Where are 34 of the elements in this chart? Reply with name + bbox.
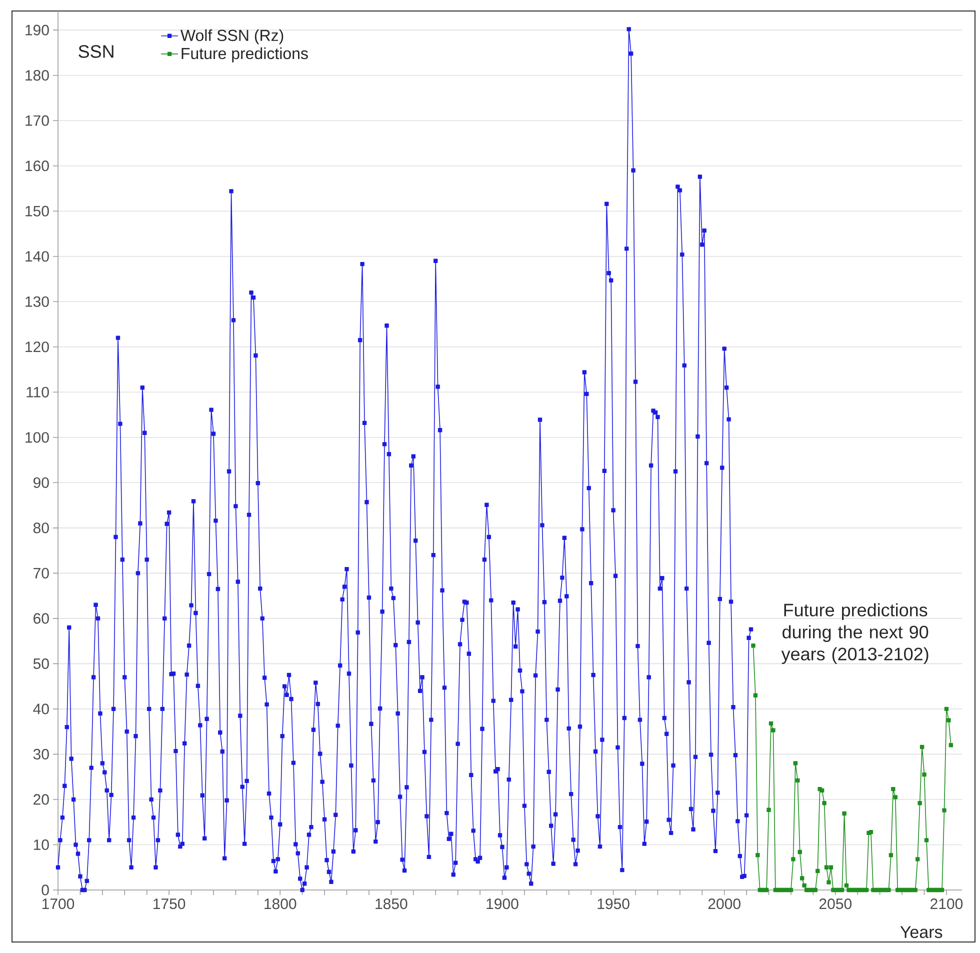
y-tick-label: 40 [33, 704, 49, 714]
x-tick-label: 1850 [376, 898, 408, 910]
y-tick-label: 0 [42, 884, 49, 896]
x-axis-title: Years [900, 926, 942, 938]
y-tick-label: 110 [26, 386, 49, 398]
legend-label: Wolf SSN (Rz) [180, 29, 284, 44]
y-tick-label: 20 [34, 794, 49, 805]
y-tick-label: 100 [26, 432, 49, 443]
x-tick-label: 1700 [42, 898, 74, 910]
x-tick-label: 1750 [154, 898, 186, 910]
y-tick-label: 140 [26, 251, 49, 262]
y-tick-label: 50 [33, 658, 49, 669]
x-tick-label: 1950 [598, 898, 630, 910]
y-tick-label: 120 [26, 342, 49, 352]
y-tick-label: 10 [34, 839, 49, 850]
y-tick-label: 60 [34, 613, 49, 624]
x-tick-label: 1800 [264, 898, 296, 910]
y-tick-label: 180 [26, 70, 49, 81]
x-tick-label: 2050 [819, 898, 852, 910]
y-tick-label: 30 [33, 748, 49, 760]
legend-label: Future predictions [182, 47, 308, 62]
y-tick-label: 80 [33, 522, 49, 534]
y-tick-label: 90 [34, 477, 49, 488]
y-tick-label: 160 [26, 160, 49, 172]
y-tick-label: 170 [26, 115, 49, 126]
x-tick-label: 2000 [708, 898, 740, 910]
y-tick-label: 190 [26, 24, 49, 36]
y-axis-title: SSN [78, 45, 114, 58]
x-tick-label: 1900 [486, 898, 518, 910]
y-tick-label: 150 [26, 206, 49, 216]
annotation: Future predictions during the next 90 years (2013-2102) [781, 603, 928, 664]
y-tick-label: 130 [26, 296, 49, 307]
y-tick-label: 70 [34, 568, 49, 578]
x-tick-label: 2100 [930, 898, 963, 910]
